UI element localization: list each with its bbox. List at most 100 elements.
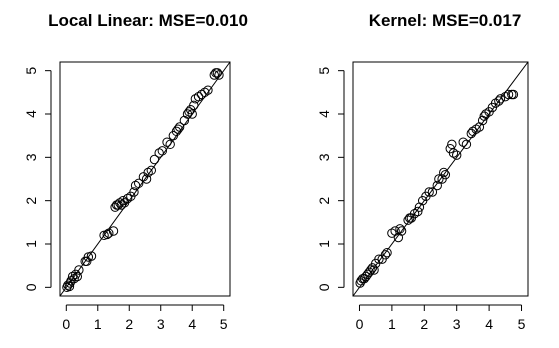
data-point (212, 68, 223, 78)
data-point (380, 250, 391, 260)
data-point (130, 180, 141, 191)
y-tick-label: 5 (23, 67, 39, 75)
data-point (214, 70, 224, 80)
chart-title: Kernel: MSE=0.017 (369, 11, 522, 30)
y-tick-label: 0 (316, 283, 332, 291)
data-point (179, 115, 190, 126)
x-tick-label: 4 (188, 316, 196, 332)
chart-local-linear: Local Linear: MSE=0.010 0 1 2 3 4 5 0 1 2 3 4 5 (23, 11, 248, 332)
data-point (196, 89, 207, 100)
chart-title: Local Linear: MSE=0.010 (48, 11, 248, 30)
y-tick-label: 3 (23, 153, 39, 161)
y-tick-label: 5 (316, 67, 332, 75)
data-point (154, 148, 164, 158)
data-point (458, 137, 468, 147)
data-point (403, 215, 413, 225)
data-point (116, 200, 127, 210)
data-point (495, 94, 506, 104)
data-point (439, 167, 449, 178)
x-tick-label: 5 (220, 316, 228, 332)
x-tick-label: 1 (388, 316, 396, 332)
data-point (69, 273, 79, 284)
data-point (187, 109, 197, 119)
y-tick-label: 1 (316, 240, 332, 248)
x-tick-label: 3 (453, 316, 461, 332)
data-point (165, 139, 175, 150)
data-point (447, 139, 457, 150)
data-point (481, 109, 491, 119)
data-point (387, 228, 397, 238)
data-point (174, 122, 185, 132)
data-point (427, 187, 438, 197)
data-point (143, 167, 153, 178)
data-point (64, 281, 75, 292)
y-tick-label: 3 (316, 153, 332, 161)
data-point (162, 137, 172, 147)
chart-kernel: Kernel: MSE=0.017 0 1 2 3 4 5 0 1 2 3 4 5 (316, 11, 529, 332)
data-point (129, 187, 139, 197)
data-point (66, 276, 76, 286)
data-point (461, 139, 472, 150)
data-point (432, 180, 442, 191)
data-point (424, 187, 434, 197)
data-point (82, 256, 92, 267)
y-tick-label: 4 (316, 110, 332, 118)
data-point (115, 198, 125, 208)
x-tick-label: 5 (518, 316, 526, 332)
data-point (72, 271, 83, 282)
data-point (374, 254, 384, 264)
x-tick-label: 1 (94, 316, 102, 332)
data-point (118, 195, 128, 206)
data-point (409, 208, 420, 219)
data-point (104, 228, 114, 238)
data-point (396, 226, 407, 236)
data-point (468, 126, 478, 137)
y-tick-label: 1 (23, 240, 39, 248)
data-point (209, 70, 219, 80)
data-point (200, 87, 210, 98)
data-point (440, 169, 451, 180)
data-point (471, 124, 481, 134)
plot-frame (59, 61, 231, 297)
data-point (141, 174, 152, 184)
data-point (67, 271, 78, 282)
data-point (189, 100, 199, 111)
data-point (494, 96, 504, 106)
x-tick-label: 0 (62, 316, 70, 332)
data-point (157, 146, 168, 156)
y-tick-label: 4 (23, 110, 39, 118)
data-point (190, 94, 201, 104)
plot-frame (352, 61, 529, 297)
data-point (413, 206, 423, 217)
data-point (395, 224, 405, 234)
data-point (366, 265, 376, 275)
data-point (134, 178, 144, 189)
data-point (434, 174, 444, 184)
data-point (452, 150, 462, 160)
x-tick-label: 2 (420, 316, 428, 332)
data-point (86, 251, 97, 261)
data-point (122, 193, 133, 204)
y-tick-label: 2 (23, 197, 39, 205)
x-tick-label: 4 (485, 316, 493, 332)
data-point (448, 148, 459, 158)
data-point (369, 265, 379, 275)
data-point (503, 89, 514, 100)
data-point (173, 124, 183, 134)
x-tick-label: 0 (356, 316, 364, 332)
data-point (382, 247, 392, 258)
data-point (146, 165, 156, 176)
x-tick-label: 2 (125, 316, 133, 332)
data-point (149, 154, 160, 165)
y-tick-label: 2 (316, 197, 332, 205)
y-tick-label: 0 (23, 283, 39, 291)
data-point (184, 107, 194, 117)
data-point (108, 226, 119, 236)
data-point (193, 91, 204, 102)
data-point (74, 265, 84, 275)
data-point (508, 89, 519, 100)
data-point (203, 85, 213, 95)
x-tick-label: 3 (157, 316, 165, 332)
